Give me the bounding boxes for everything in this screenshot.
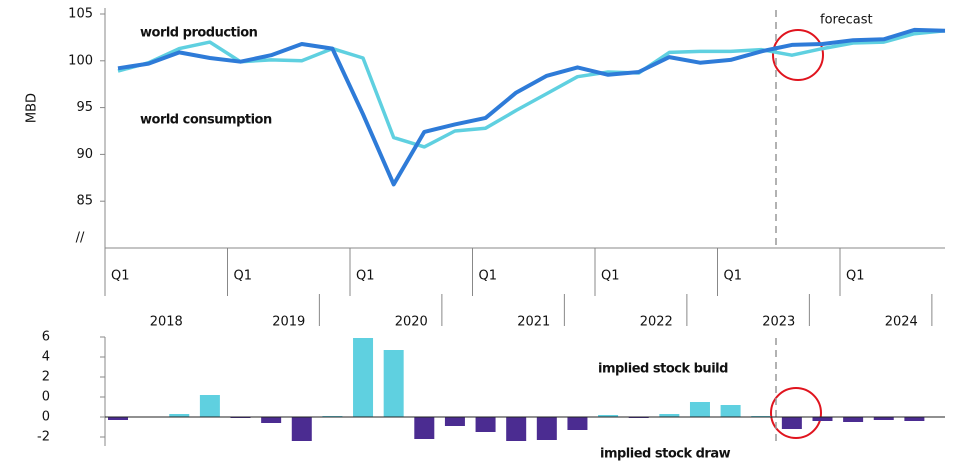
x-tick-label: Q1 bbox=[479, 269, 498, 284]
y-tick-label: 85 bbox=[76, 194, 93, 209]
bar bbox=[353, 338, 374, 417]
x-tick-label: Q1 bbox=[356, 269, 375, 284]
year-label: 2018 bbox=[150, 315, 183, 330]
bar bbox=[261, 417, 282, 423]
year-label: 2022 bbox=[640, 315, 673, 330]
year-label: 2021 bbox=[517, 315, 550, 330]
axis-break: // bbox=[76, 231, 85, 246]
bar bbox=[383, 350, 404, 417]
bar bbox=[689, 402, 710, 417]
series-label: world consumption bbox=[140, 113, 272, 128]
bar bbox=[444, 417, 465, 426]
y-tick-label: 100 bbox=[68, 53, 93, 68]
y-axis-label: MBD bbox=[25, 93, 40, 123]
bar bbox=[904, 417, 925, 421]
y-tick-label: 4 bbox=[42, 350, 50, 365]
y-tick-label: 6 bbox=[42, 330, 50, 345]
bar bbox=[199, 395, 220, 417]
y-tick-label: 95 bbox=[76, 100, 93, 115]
year-label: 2023 bbox=[762, 315, 795, 330]
y-tick-label: -2 bbox=[37, 430, 50, 445]
bar bbox=[873, 417, 894, 420]
year-label: 2019 bbox=[272, 315, 305, 330]
bar bbox=[781, 417, 802, 429]
highlight-circle bbox=[772, 29, 824, 81]
bar bbox=[536, 417, 557, 440]
bar bbox=[169, 414, 190, 417]
x-tick-label: Q1 bbox=[601, 269, 620, 284]
bar bbox=[843, 417, 864, 422]
bar bbox=[108, 417, 128, 420]
x-tick-label: Q1 bbox=[724, 269, 743, 284]
line-series bbox=[117, 29, 946, 149]
year-label: 2024 bbox=[885, 315, 918, 330]
line-series bbox=[117, 27, 946, 187]
x-tick-label: Q1 bbox=[111, 269, 130, 284]
bar bbox=[475, 417, 496, 432]
year-label: 2020 bbox=[395, 315, 428, 330]
bar bbox=[414, 417, 435, 439]
bar bbox=[506, 417, 527, 441]
x-tick-label: Q1 bbox=[846, 269, 865, 284]
bar bbox=[598, 415, 619, 417]
highlight-circle bbox=[770, 387, 822, 439]
bar bbox=[567, 417, 588, 430]
x-tick-label: Q1 bbox=[234, 269, 253, 284]
bar bbox=[659, 414, 680, 417]
y-tick-label: 90 bbox=[76, 147, 93, 162]
bar bbox=[812, 417, 833, 421]
annotation: implied stock draw bbox=[600, 447, 731, 462]
y-tick-label: 0 bbox=[42, 410, 50, 425]
bar bbox=[291, 417, 312, 441]
bar bbox=[720, 405, 741, 417]
y-tick-label: 105 bbox=[68, 7, 93, 22]
y-tick-label: 2 bbox=[42, 370, 50, 385]
annotation: implied stock build bbox=[598, 362, 728, 377]
y-tick-label: 0 bbox=[42, 390, 50, 405]
annotation: forecast bbox=[820, 13, 873, 28]
series-label: world production bbox=[140, 26, 258, 41]
